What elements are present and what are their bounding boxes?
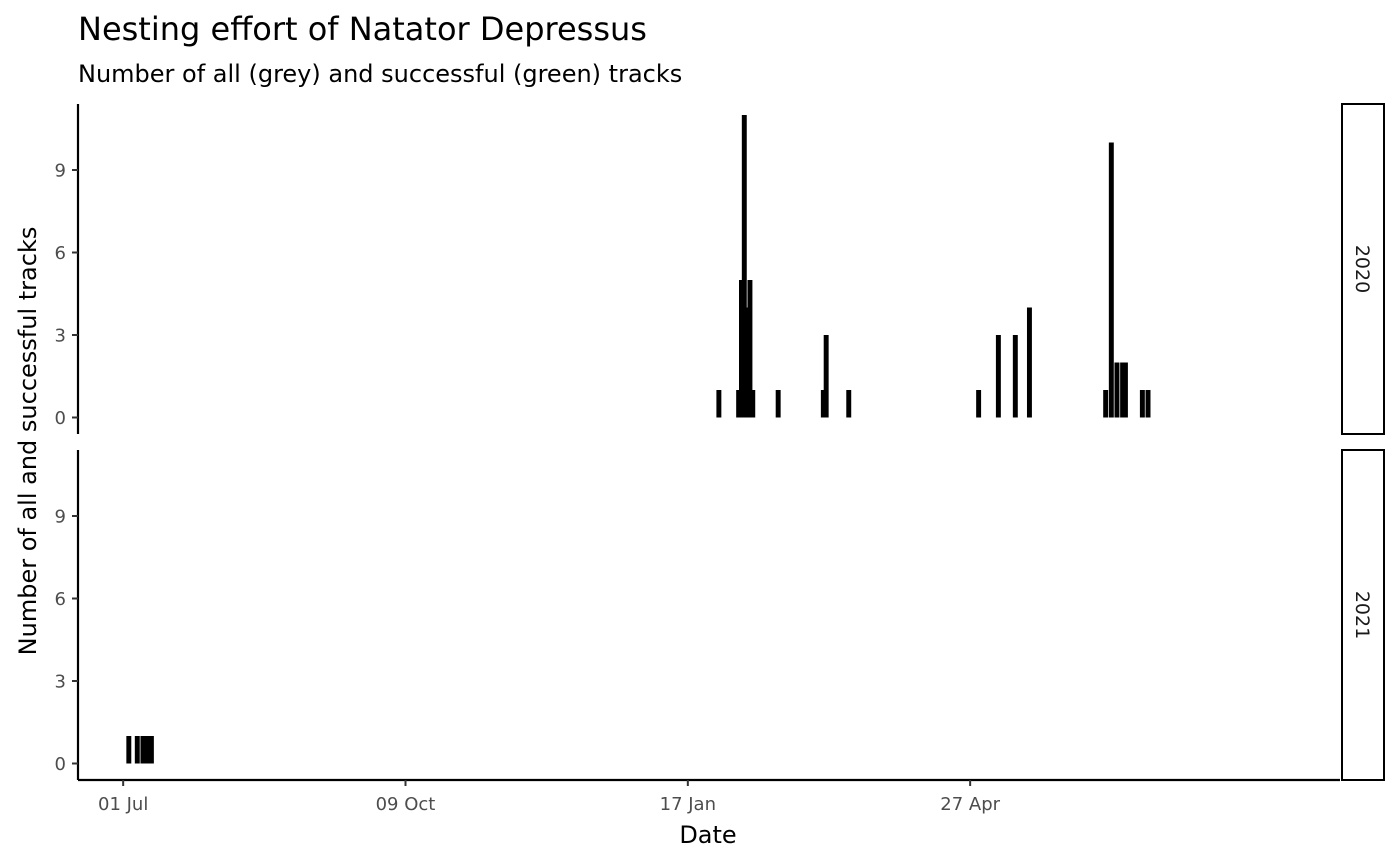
x-axis-title: Date: [679, 821, 736, 849]
y-tick-label: 3: [55, 672, 66, 693]
x-tick-label: 09 Oct: [376, 794, 436, 815]
y-tick-label: 3: [55, 326, 66, 347]
bar: [140, 736, 146, 764]
facet-strip: [1341, 449, 1385, 781]
bar: [1114, 362, 1120, 418]
bar: [741, 115, 747, 418]
bar: [823, 335, 829, 418]
y-tick-label: 9: [55, 161, 66, 182]
bar: [1145, 390, 1151, 418]
x-axis: 01 Jul 09 Oct 17 Jan 27 Apr: [78, 778, 1340, 815]
bar: [1139, 390, 1145, 418]
bar: [1122, 362, 1128, 418]
x-tick-label: 01 Jul: [98, 794, 148, 815]
y-tick-label: 6: [55, 243, 66, 264]
bar: [1026, 307, 1032, 418]
bar: [775, 390, 781, 418]
bar: [995, 335, 1001, 418]
x-tick-label: 27 Apr: [940, 794, 1000, 815]
bar: [747, 280, 753, 418]
bar: [134, 736, 140, 764]
bar: [1120, 362, 1126, 418]
facet-strip: [1341, 103, 1385, 435]
bar: [739, 280, 744, 418]
bar: [148, 736, 154, 764]
bar: [820, 390, 826, 418]
facet-strip-label: 2021: [1351, 591, 1373, 639]
bar: [846, 390, 852, 418]
bar: [736, 390, 742, 418]
bar: [126, 736, 132, 764]
bar: [146, 736, 152, 764]
bar: [1108, 142, 1114, 418]
bar: [1012, 335, 1018, 418]
chart-subtitle: Number of all (grey) and successful (gre…: [78, 60, 682, 88]
y-tick-label: 6: [55, 589, 66, 610]
x-tick-label: 17 Jan: [660, 794, 716, 815]
y-tick-label: 0: [55, 754, 66, 775]
bar: [716, 390, 722, 418]
facet-panel-2020: 0 3 6 9 2020: [55, 103, 1385, 435]
bar: [976, 390, 982, 418]
bar: [1103, 390, 1109, 418]
bar: [750, 390, 756, 418]
facet-panel-2021: 0 3 6 9 2021: [55, 449, 1385, 781]
bar: [744, 307, 750, 418]
y-axis-title: Number of all and successful tracks: [14, 227, 42, 656]
facet-strip-label: 2020: [1351, 245, 1373, 293]
chart-title: Nesting effort of Natator Depressus: [78, 10, 647, 48]
bar: [143, 736, 149, 764]
y-tick-label: 0: [55, 408, 66, 429]
y-tick-label: 9: [55, 507, 66, 528]
